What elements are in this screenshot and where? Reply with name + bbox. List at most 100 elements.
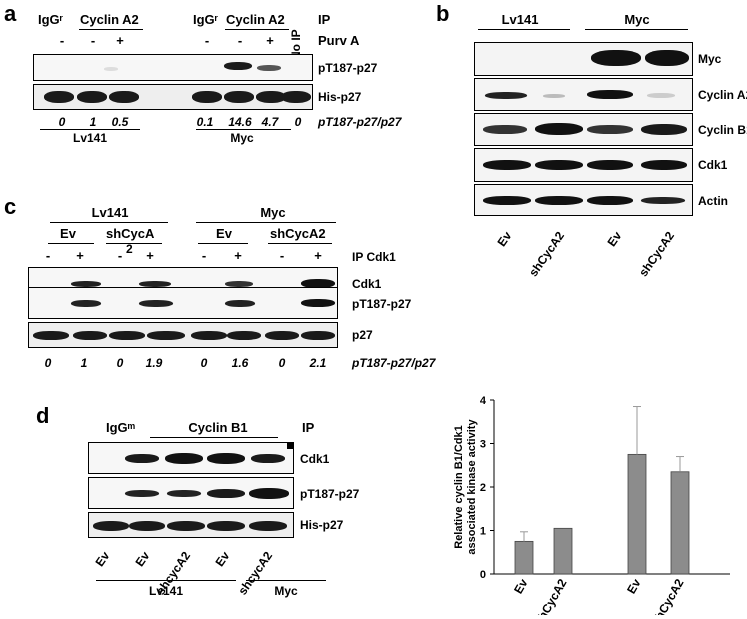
sub-label-c-suffix: 2	[126, 242, 133, 256]
ratio-value: 0.5	[111, 115, 129, 129]
purv-sign: -	[204, 33, 210, 48]
blot-strip-his-a	[33, 84, 313, 110]
ip-label-a: IP	[318, 12, 331, 27]
lane-label-b: Ev	[494, 228, 515, 250]
ratio-value-c: 0	[278, 356, 286, 370]
ratio-value: 0.1	[196, 115, 214, 129]
purv-label: Purv A	[318, 33, 360, 48]
ratio-value: 14.6	[228, 115, 252, 129]
ip-sign-c: +	[146, 248, 154, 263]
group-line-lv-a	[40, 129, 140, 130]
blot-strip-cdk1-d	[88, 442, 294, 474]
ratio-value-c: 1	[80, 356, 88, 370]
ip-label-d: IP	[302, 420, 315, 435]
group-line-myc-d	[246, 580, 326, 581]
x-tick-label: shCycA2	[532, 576, 570, 615]
ratio-value-c: 1.9	[145, 356, 163, 370]
ratio-label-a: pT187-p27/p27	[318, 115, 402, 129]
group-line-lv-d	[96, 580, 236, 581]
row-label-his-d: His-p27	[300, 518, 344, 532]
blot-strip-pt187-d	[88, 477, 294, 509]
group-label-myc-a: Myc	[230, 131, 254, 145]
lane-label-b: shCycA2	[635, 228, 677, 280]
bar	[627, 453, 647, 575]
row-label-actin-b: Actin	[698, 194, 728, 208]
lane-label-b: shCycA2	[525, 228, 567, 280]
group-label-lv-a: Lv141	[72, 131, 108, 145]
row-label-pt187-c: pT187-p27	[352, 297, 412, 311]
sub-label-c: shCycA	[106, 226, 155, 241]
row-label-cyclin-a2-b: Cyclin A2	[698, 88, 747, 102]
ratio-value-c: 0	[200, 356, 208, 370]
y-tick-label: 0	[480, 569, 486, 581]
y-tick-label: 3	[480, 439, 486, 451]
lane-label-d: Ev	[212, 548, 233, 570]
row-label-cdk1-d: Cdk1	[300, 452, 330, 466]
blot-strip-pt187-a	[33, 54, 313, 81]
group-label-myc-d: Myc	[274, 584, 298, 598]
y-tick-label: 2	[480, 482, 486, 494]
blot-strip-p27-c	[28, 322, 338, 348]
ip-sign-c: -	[279, 248, 285, 263]
row-label-cdk1-c: Cdk1	[352, 277, 382, 291]
group-line-myc-c	[196, 222, 336, 223]
group-line-lv-c	[50, 222, 168, 223]
purv-sign: +	[116, 33, 124, 48]
bar	[553, 527, 573, 575]
purv-sign: -	[237, 33, 243, 48]
group-line-lv-b	[478, 29, 570, 30]
blot-strip-cdk1-b	[474, 148, 693, 182]
blot-strip-cyclin-a2-b	[474, 78, 693, 111]
group-line-myc-a	[196, 129, 291, 130]
lane-label-d: shcycA2	[234, 548, 275, 598]
lane-label-d: Ev	[92, 548, 113, 570]
row-label-cdk1-b: Cdk1	[698, 158, 728, 172]
panel-label-a: a	[4, 1, 17, 26]
bar	[670, 471, 690, 575]
group-label-lv-d: Lv141	[148, 584, 184, 598]
row-label-myc-b: Myc	[698, 52, 722, 66]
panel-label-b: b	[436, 1, 450, 26]
blot-strip-pt187-c	[28, 287, 338, 319]
ratio-value-c: 1.6	[231, 356, 249, 370]
igg-label-a2: IgGʳ	[193, 12, 218, 27]
cyclin-b1-label-d: Cyclin B1	[188, 420, 248, 435]
sub-line-c	[198, 243, 248, 244]
row-label-cyclin-b1-b: Cyclin B1	[698, 123, 747, 137]
purv-sign: -	[59, 33, 65, 48]
ratio-value: 0	[58, 115, 66, 129]
lane-label-d: Ev	[132, 548, 153, 570]
cyclin-a2-line-a1	[79, 29, 143, 30]
row-label-p27-c: p27	[352, 328, 373, 342]
purv-sign: +	[266, 33, 274, 48]
x-tick-label: Ev	[624, 576, 644, 596]
group-line-myc-b	[585, 29, 688, 30]
y-tick-label: 4	[480, 395, 487, 407]
ip-sign-c: -	[201, 248, 207, 263]
sub-label-c: Ev	[60, 226, 76, 241]
ip-sign-c: +	[234, 248, 242, 263]
ratio-value: 0	[294, 115, 302, 129]
panel-label-c: c	[4, 194, 17, 219]
igg-label-a1: IgGʳ	[38, 12, 63, 27]
sub-label-c: Ev	[216, 226, 232, 241]
ratio-value: 1	[89, 115, 97, 129]
group-label-myc-b: Myc	[624, 12, 650, 27]
cyclin-b1-line-d	[150, 437, 278, 438]
ratio-label-c: pT187-p27/p27	[352, 356, 436, 370]
ip-sign-c: -	[117, 248, 123, 263]
bar	[514, 540, 534, 575]
ratio-value: 4.7	[261, 115, 279, 129]
ip-sign-c: -	[45, 248, 51, 263]
ratio-value-c: 2.1	[309, 356, 327, 370]
lane-label-b: Ev	[604, 228, 625, 250]
ratio-value-c: 0	[116, 356, 124, 370]
sub-line-c	[48, 243, 94, 244]
ratio-value-c: 0	[44, 356, 52, 370]
blot-strip-cyclin-b1-b	[474, 113, 693, 146]
igg-label-d: IgGᵐ	[106, 420, 136, 435]
row-label-pt187-d: pT187-p27	[300, 487, 360, 501]
purv-sign: -	[90, 33, 96, 48]
y-axis-label: Relative cyclin B1/Cdk1associated kinase…	[453, 419, 478, 555]
